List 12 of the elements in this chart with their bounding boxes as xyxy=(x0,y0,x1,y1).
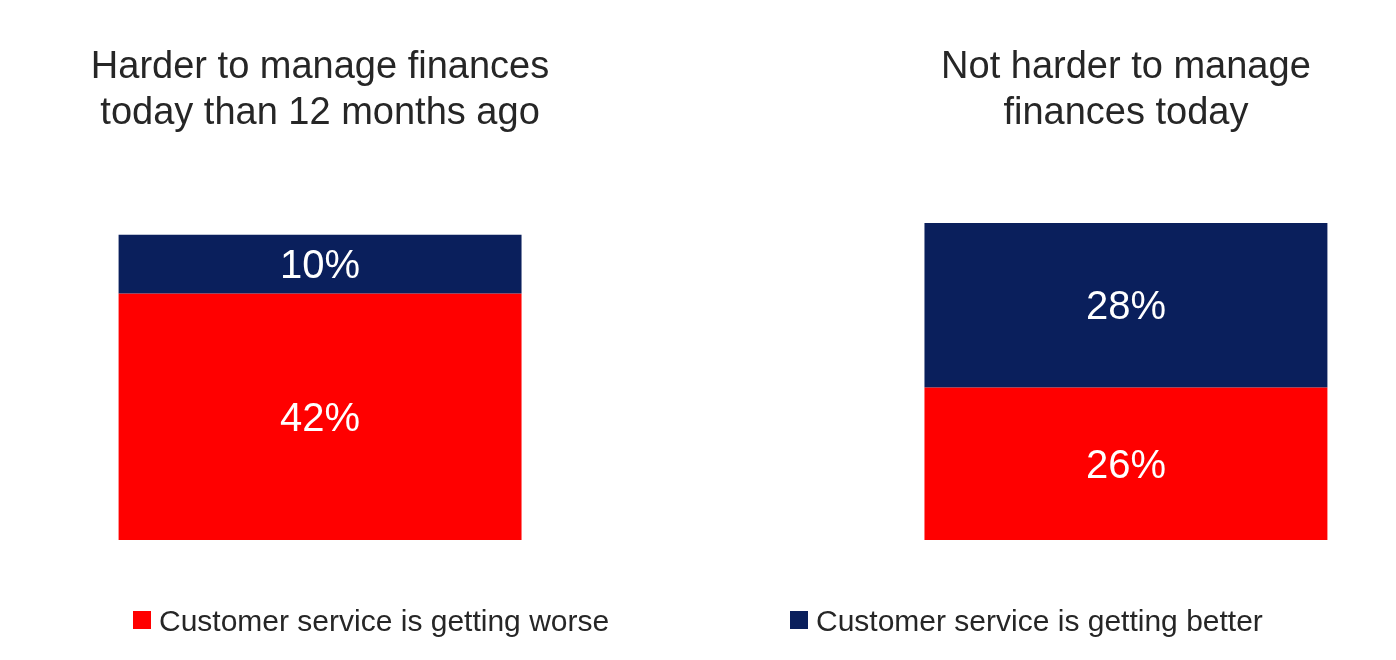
bar xyxy=(118,293,522,540)
data-label: 42% xyxy=(280,394,361,439)
bar xyxy=(118,234,522,294)
data-label: 10% xyxy=(280,242,361,287)
legend-label: Customer service is getting worse xyxy=(159,603,610,637)
x-tick-label: Not harder to manage finances today xyxy=(941,44,1311,132)
data-label: 28% xyxy=(1085,283,1166,328)
bar xyxy=(924,387,1328,540)
legend-label: Customer service is getting better xyxy=(816,603,1263,637)
data-label: 26% xyxy=(1085,441,1166,486)
x-tick-label: Harder to manage finances today than 12 months ago xyxy=(90,44,550,132)
bar xyxy=(924,223,1328,388)
